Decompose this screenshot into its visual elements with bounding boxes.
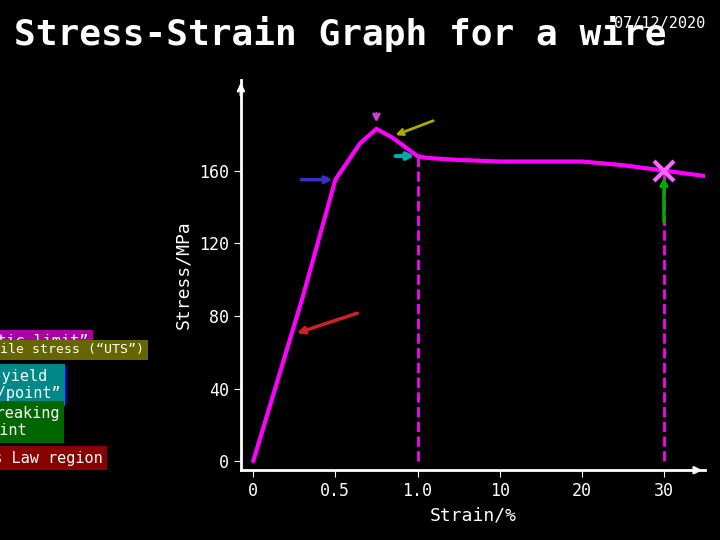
Text: The Hooke’s Law region: The Hooke’s Law region <box>0 450 102 465</box>
Y-axis label: Stress/MPa: Stress/MPa <box>174 221 192 329</box>
Text: Stress-Strain Graph for a wire: Stress-Strain Graph for a wire <box>14 16 667 52</box>
Text: The ultimate tensile stress (“UTS”): The ultimate tensile stress (“UTS”) <box>0 343 144 356</box>
Text: The limit of
proportionality: The limit of proportionality <box>0 370 63 400</box>
X-axis label: Strain/%: Strain/% <box>429 507 516 525</box>
Text: The “yield
stress/point”: The “yield stress/point” <box>0 369 60 401</box>
Text: The “elastic limit”: The “elastic limit” <box>0 334 88 349</box>
Text: The breaking
point: The breaking point <box>0 406 59 438</box>
Text: 07/12/2020: 07/12/2020 <box>614 16 706 31</box>
